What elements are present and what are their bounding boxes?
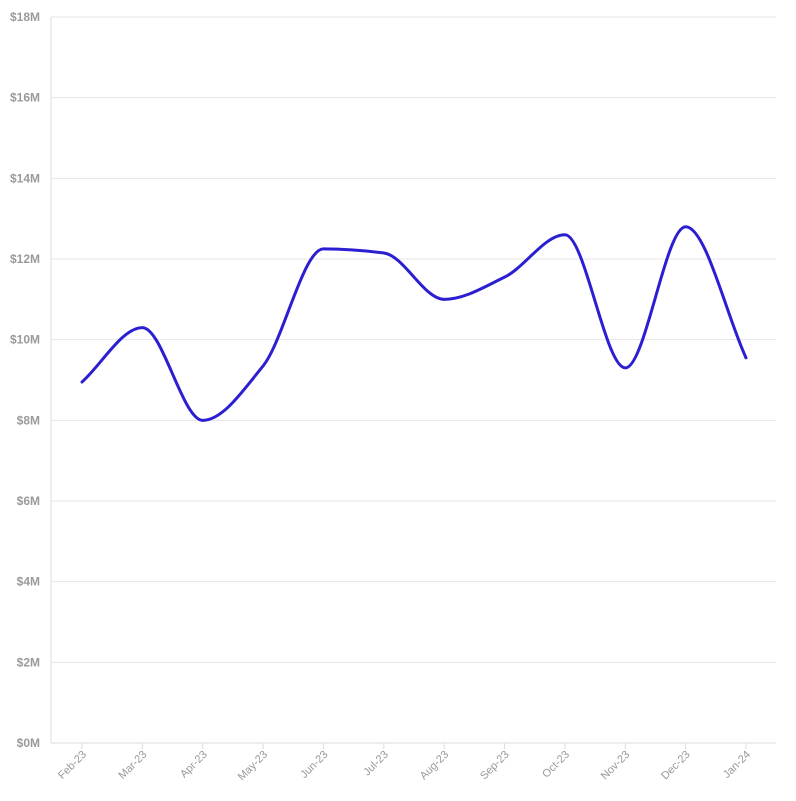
x-tick-label: Mar-23 <box>116 749 149 782</box>
x-tick-label: Jun-23 <box>298 749 330 781</box>
x-tick-label: May-23 <box>236 749 270 783</box>
y-tick-label: $18M <box>10 10 40 24</box>
data-point-Sep-23[interactable] <box>501 273 509 281</box>
series-layer <box>78 223 750 424</box>
x-axis-tick-labels: Feb-23 Mar-23 Apr-23 May-23 Jun-23 Jul-23 Aug-… <box>56 749 753 783</box>
data-point-Dec-23[interactable] <box>682 223 690 231</box>
data-point-Jun-23[interactable] <box>319 245 327 253</box>
y-tick-label: $4M <box>17 575 40 589</box>
data-point-Oct-23[interactable] <box>561 231 569 239</box>
data-point-Aug-23[interactable] <box>440 295 448 303</box>
data-point-May-23[interactable] <box>259 362 267 370</box>
y-axis-tick-labels: $0M $2M $4M $6M $8M $10M $12M $14M $16M $18M <box>10 10 40 750</box>
data-point-Mar-23[interactable] <box>138 324 146 332</box>
data-point-Jan-24[interactable] <box>742 354 750 362</box>
data-point-Feb-23[interactable] <box>78 378 86 386</box>
series-line-0 <box>80 225 748 422</box>
y-tick-label: $10M <box>10 333 40 347</box>
data-point-Apr-23[interactable] <box>199 416 207 424</box>
x-tick-label: Jul-23 <box>361 749 391 779</box>
x-tick-label: Jan-24 <box>721 749 753 781</box>
y-tick-label: $16M <box>10 91 40 105</box>
y-tick-label: $2M <box>17 655 40 669</box>
x-tick-label: Dec-23 <box>659 749 693 783</box>
y-tick-label: $6M <box>17 494 40 508</box>
data-point-Jul-23[interactable] <box>380 249 388 257</box>
axes <box>50 17 776 749</box>
data-point-Nov-23[interactable] <box>621 364 629 372</box>
x-tick-label: Apr-23 <box>178 749 210 781</box>
x-tick-label: Feb-23 <box>56 749 89 782</box>
gridlines <box>51 16 776 744</box>
y-tick-label: $8M <box>17 413 40 427</box>
x-tick-label: Oct-23 <box>540 749 572 781</box>
x-tick-label: Aug-23 <box>418 749 452 783</box>
y-tick-label: $14M <box>10 171 40 185</box>
y-tick-label: $0M <box>17 736 40 750</box>
y-tick-label: $12M <box>10 252 40 266</box>
x-tick-label: Nov-23 <box>599 749 633 783</box>
x-tick-label: Sep-23 <box>478 749 512 783</box>
